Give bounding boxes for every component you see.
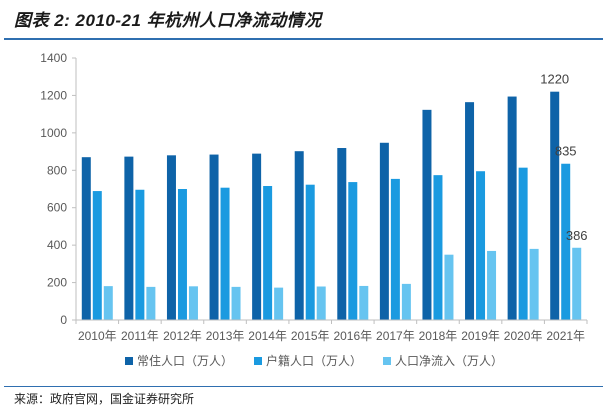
x-tick-label: 2019年 bbox=[461, 329, 500, 343]
legend-label: 人口净流入（万人） bbox=[395, 354, 503, 368]
y-tick-label: 0 bbox=[60, 313, 67, 327]
x-tick-label: 2010年 bbox=[78, 329, 117, 343]
bar-2 bbox=[220, 187, 230, 320]
x-tick-label: 2017年 bbox=[376, 329, 415, 343]
bar-1 bbox=[550, 91, 560, 320]
x-tick-label: 2012年 bbox=[163, 329, 202, 343]
y-tick-label: 1400 bbox=[40, 51, 67, 65]
legend-swatch bbox=[125, 357, 133, 365]
y-tick-label: 800 bbox=[47, 163, 67, 177]
bar-3 bbox=[487, 250, 497, 320]
source-note: 来源：政府官网，国金证券研究所 bbox=[14, 392, 195, 406]
data-label: 1220 bbox=[540, 72, 569, 87]
bar-3 bbox=[359, 285, 369, 320]
bar-3 bbox=[146, 286, 156, 320]
y-tick-label: 200 bbox=[47, 276, 67, 290]
x-tick-label: 2011年 bbox=[121, 329, 159, 343]
bar-1 bbox=[337, 148, 347, 320]
bar-1 bbox=[166, 155, 176, 320]
bar-3 bbox=[401, 283, 411, 320]
bar-1 bbox=[81, 157, 91, 320]
bar-3 bbox=[572, 247, 582, 320]
bar-1 bbox=[422, 109, 432, 321]
legend-swatch bbox=[383, 357, 391, 365]
x-tick-label: 2013年 bbox=[206, 329, 245, 343]
title-divider bbox=[4, 38, 603, 40]
bar-3 bbox=[103, 286, 113, 320]
bar-2 bbox=[135, 189, 145, 320]
bar-1 bbox=[379, 142, 389, 320]
data-label: 835 bbox=[555, 144, 577, 159]
x-tick-label: 2014年 bbox=[248, 329, 287, 343]
legend: 常住人口（万人） 户籍人口（万人） 人口净流入（万人） bbox=[125, 353, 503, 368]
bar-1 bbox=[465, 102, 475, 320]
bar-series-group bbox=[81, 91, 582, 321]
bar-2 bbox=[518, 167, 528, 320]
x-tick-label: 2020年 bbox=[504, 329, 543, 343]
data-label: 386 bbox=[566, 228, 588, 243]
bar-1 bbox=[252, 153, 262, 320]
bar-2 bbox=[92, 191, 102, 320]
x-tick-label: 2018年 bbox=[419, 329, 458, 343]
data-labels: 1220 835 386 bbox=[540, 72, 587, 243]
bar-2 bbox=[433, 175, 443, 320]
bar-3 bbox=[274, 287, 284, 320]
y-tick-label: 600 bbox=[47, 201, 67, 215]
bar-1 bbox=[294, 151, 304, 320]
legend-swatch bbox=[254, 357, 262, 365]
bar-chart: 0 200 400 600 800 1000 1200 1400 2010年 2011年 2012… bbox=[40, 51, 588, 368]
bar-3 bbox=[529, 248, 539, 320]
chart-title: 图表 2: 2010-21 年杭州人口净流动情况 bbox=[14, 11, 322, 30]
x-tick-label: 2021年 bbox=[546, 329, 585, 343]
bar-3 bbox=[444, 254, 454, 320]
bar-2 bbox=[390, 178, 400, 320]
bar-1 bbox=[209, 154, 219, 320]
footer-divider bbox=[4, 386, 603, 387]
bar-3 bbox=[188, 286, 198, 320]
bar-1 bbox=[124, 156, 134, 320]
x-tick-label: 2016年 bbox=[333, 329, 372, 343]
legend-label: 常住人口（万人） bbox=[137, 354, 233, 368]
y-tick-label: 1200 bbox=[40, 88, 67, 102]
bar-2 bbox=[177, 189, 187, 320]
bar-2 bbox=[476, 171, 486, 320]
bar-2 bbox=[348, 182, 358, 320]
y-tick-label: 1000 bbox=[40, 126, 67, 140]
x-axis: 2010年 2011年 2012年 2013年 2014年 2015年 2016年 2017年… bbox=[75, 319, 588, 343]
bar-2 bbox=[561, 163, 571, 320]
bar-1 bbox=[507, 96, 517, 321]
bar-2 bbox=[263, 186, 273, 320]
bar-2 bbox=[305, 184, 315, 320]
legend-label: 户籍人口（万人） bbox=[266, 353, 362, 368]
bar-3 bbox=[231, 286, 241, 320]
y-tick-label: 400 bbox=[47, 238, 67, 252]
y-axis: 0 200 400 600 800 1000 1200 1400 bbox=[40, 51, 77, 327]
bar-3 bbox=[316, 286, 326, 320]
x-tick-label: 2015年 bbox=[291, 329, 330, 343]
